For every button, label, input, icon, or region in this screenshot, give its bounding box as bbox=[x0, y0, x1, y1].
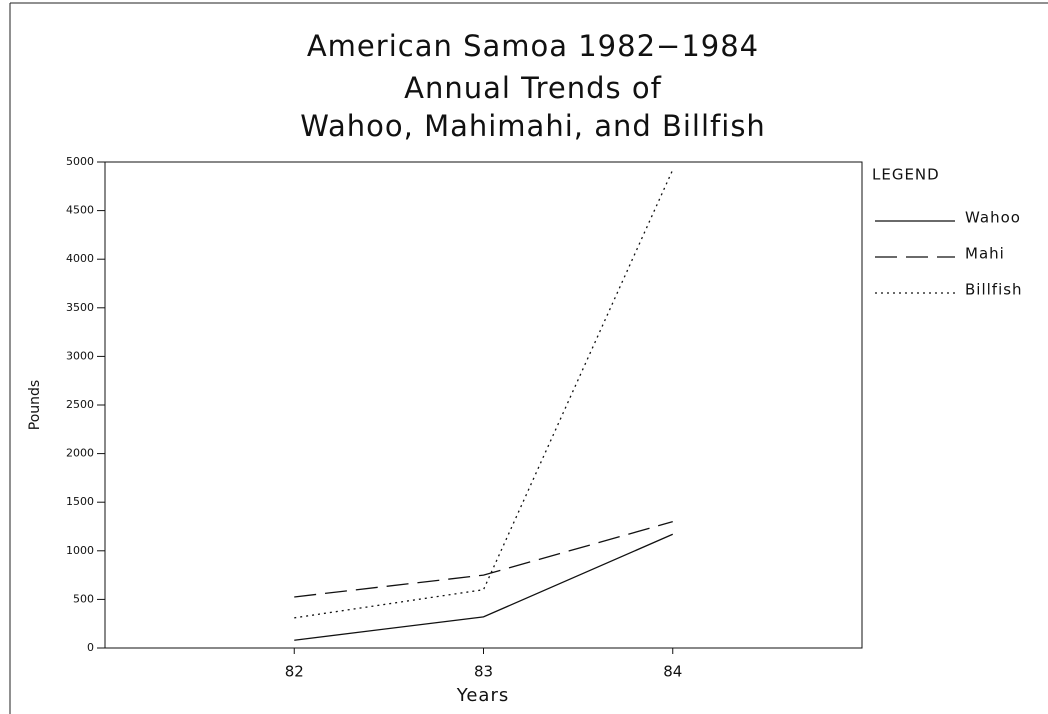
series-line bbox=[294, 521, 673, 598]
legend-title: LEGEND bbox=[872, 166, 940, 184]
legend-label: Wahoo bbox=[965, 209, 1021, 227]
chart-title-line: Wahoo, Mahimahi, and Billfish bbox=[300, 109, 766, 143]
x-tick-label: 83 bbox=[474, 663, 493, 681]
y-tick-label: 2500 bbox=[66, 398, 94, 411]
series-line bbox=[294, 169, 674, 619]
series-line bbox=[294, 533, 674, 641]
y-axis-label: Pounds bbox=[27, 380, 43, 430]
y-tick-label: 0 bbox=[87, 641, 94, 654]
x-axis-label: Years bbox=[456, 685, 510, 706]
legend-label: Mahi bbox=[965, 245, 1005, 263]
y-tick-label: 1500 bbox=[66, 495, 94, 508]
y-tick-label: 3500 bbox=[66, 301, 94, 314]
y-tick-label: 1000 bbox=[66, 544, 94, 557]
y-tick-label: 4000 bbox=[66, 252, 94, 265]
y-tick-label: 3000 bbox=[66, 349, 94, 362]
legend-label: Billfish bbox=[965, 281, 1023, 299]
x-tick-label: 84 bbox=[663, 663, 682, 681]
y-tick-label: 2000 bbox=[66, 447, 94, 460]
chart-title-line: American Samoa 1982−1984 bbox=[307, 29, 759, 63]
y-tick-label: 5000 bbox=[66, 155, 94, 168]
chart-title-line: Annual Trends of bbox=[404, 71, 662, 105]
x-tick-label: 82 bbox=[285, 663, 304, 681]
y-tick-label: 4500 bbox=[66, 204, 94, 217]
y-tick-label: 500 bbox=[73, 592, 94, 605]
